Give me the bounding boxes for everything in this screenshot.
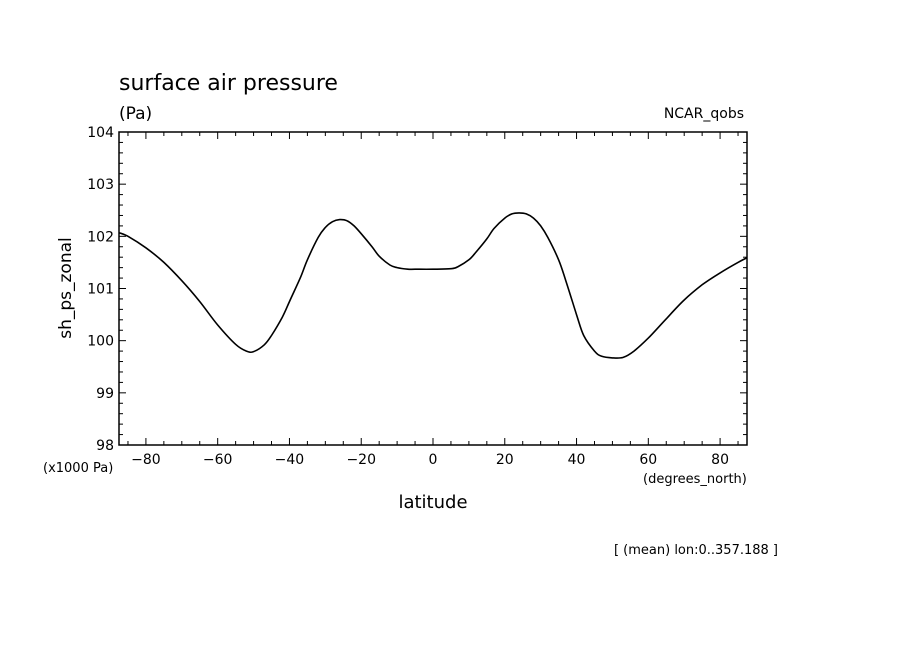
x-axis-ticks bbox=[127, 132, 739, 445]
series-line bbox=[118, 212, 748, 359]
x-tick-label: 60 bbox=[639, 452, 657, 468]
chart-subtitle: (Pa) bbox=[119, 104, 152, 124]
y-tick-label: 104 bbox=[87, 125, 114, 141]
y-unit-label: (x1000 Pa) bbox=[43, 461, 113, 476]
y-tick-label: 99 bbox=[96, 386, 114, 402]
x-tick-label: 0 bbox=[429, 452, 438, 468]
y-tick-label: 100 bbox=[87, 334, 114, 350]
y-tick-label: 103 bbox=[87, 177, 114, 193]
y-axis-label: sh_ps_zonal bbox=[56, 237, 76, 339]
x-tick-label: −80 bbox=[131, 452, 161, 468]
y-tick-label: 101 bbox=[87, 282, 114, 298]
x-tick-label: 20 bbox=[496, 452, 514, 468]
x-tick-label: 40 bbox=[568, 452, 586, 468]
plot-frame bbox=[118, 131, 748, 446]
y-tick-label: 102 bbox=[87, 229, 114, 245]
x-axis-tick-labels: −80 −60 −40 −20 0 20 40 60 80 bbox=[131, 452, 729, 468]
x-unit-label: (degrees_north) bbox=[643, 472, 747, 487]
x-tick-label: −20 bbox=[346, 452, 376, 468]
x-tick-label: −40 bbox=[275, 452, 305, 468]
y-tick-label: 98 bbox=[96, 438, 114, 454]
y-axis-tick-labels: 98 99 100 101 102 103 104 bbox=[87, 125, 114, 454]
x-tick-label: −60 bbox=[203, 452, 233, 468]
y-axis-ticks bbox=[119, 131, 747, 446]
source-label: NCAR_qobs bbox=[664, 106, 744, 122]
footnote: [ (mean) lon:0..357.188 ] bbox=[614, 543, 778, 558]
x-axis-label: latitude bbox=[398, 492, 467, 513]
x-tick-label: 80 bbox=[711, 452, 729, 468]
chart-title: surface air pressure bbox=[119, 71, 338, 96]
